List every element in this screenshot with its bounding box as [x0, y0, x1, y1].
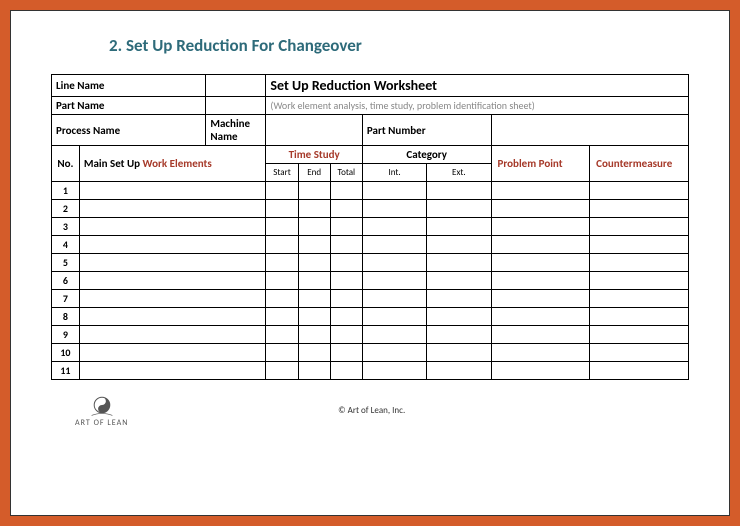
table-row: 3 [52, 218, 689, 236]
col-no: No. [52, 146, 80, 182]
line-name-label: Line Name [52, 75, 206, 97]
table-row: 10 [52, 344, 689, 362]
table-row: 8 [52, 308, 689, 326]
part-number-label: Part Number [362, 115, 491, 146]
worksheet-table: Line Name Set Up Reduction Worksheet Par… [51, 74, 689, 380]
table-row: 5 [52, 254, 689, 272]
page-footer: ART OF LEAN © Art of Lean, Inc. [51, 392, 689, 428]
logo-text: ART OF LEAN [75, 418, 128, 428]
table-row: 1 [52, 182, 689, 200]
part-name-label: Part Name [52, 97, 206, 115]
col-end: End [298, 164, 330, 182]
col-ext: Ext. [427, 164, 491, 182]
col-total: Total [330, 164, 362, 182]
worksheet-title: Set Up Reduction Worksheet [266, 75, 689, 97]
col-main-setup: Main Set Up Work Elements [79, 146, 266, 182]
col-start: Start [266, 164, 298, 182]
worksheet-page: 2. Set Up Reduction For Changeover Line … [10, 10, 730, 516]
main-setup-prefix: Main Set Up [84, 157, 143, 170]
col-int: Int. [362, 164, 426, 182]
table-row: 11 [52, 362, 689, 380]
col-problem: Problem Point [491, 146, 590, 182]
main-setup-suffix: Work Elements [143, 157, 212, 170]
part-number-value [491, 115, 688, 146]
table-row: 2 [52, 200, 689, 218]
table-row: 6 [52, 272, 689, 290]
worksheet-subtitle: (Work element analysis, time study, prob… [266, 97, 689, 115]
line-name-value [206, 75, 266, 97]
table-row: 4 [52, 236, 689, 254]
copyright-text: © Art of Lean, Inc. [128, 405, 615, 416]
part-name-value [206, 97, 266, 115]
process-name-label: Process Name [52, 115, 206, 146]
table-row: 9 [52, 326, 689, 344]
page-title: 2. Set Up Reduction For Changeover [109, 35, 689, 56]
machine-name-value [266, 115, 362, 146]
table-row: 7 [52, 290, 689, 308]
col-counter: Countermeasure [590, 146, 689, 182]
col-category: Category [362, 146, 491, 164]
yin-yang-icon [89, 392, 115, 418]
col-time-study: Time Study [266, 146, 362, 164]
machine-name-label: Machine Name [206, 115, 266, 146]
logo-block: ART OF LEAN [75, 392, 128, 428]
